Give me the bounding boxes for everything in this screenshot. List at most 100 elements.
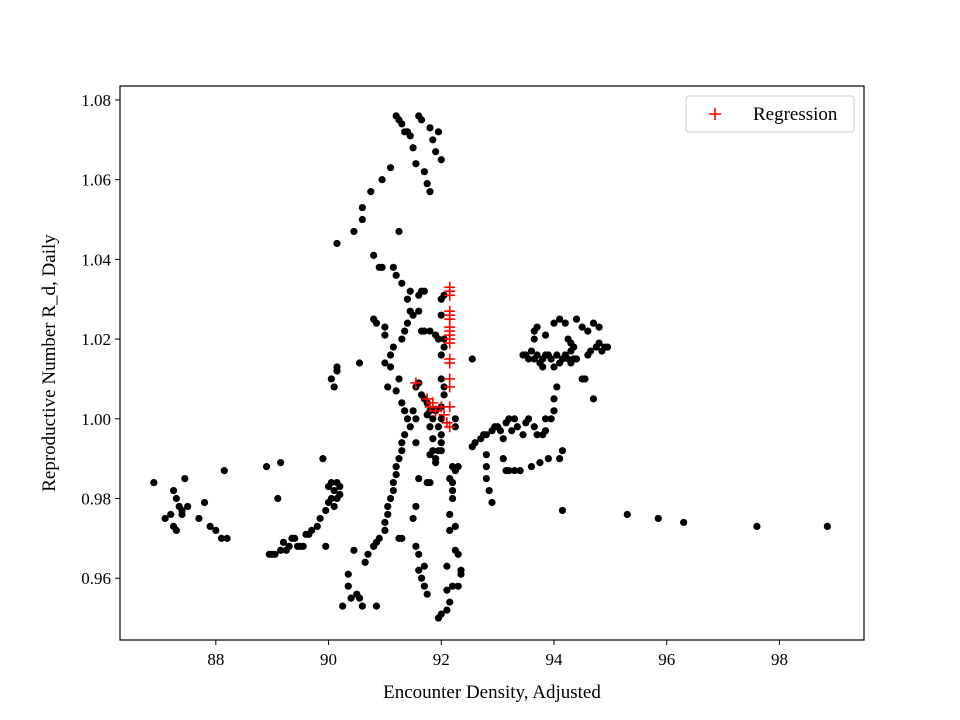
data-point (274, 494, 282, 503)
data-point (558, 506, 567, 515)
data-point (398, 447, 406, 455)
data-point (358, 602, 366, 610)
data-point (412, 160, 420, 168)
y-tick-label: 0.96 (81, 569, 111, 588)
data-point (519, 431, 527, 439)
y-tick-label: 1.06 (81, 171, 111, 190)
data-point (505, 467, 513, 475)
data-point (406, 423, 414, 431)
data-point (437, 439, 445, 447)
data-point (409, 514, 417, 523)
data-point (561, 319, 569, 327)
data-point (339, 602, 347, 610)
regression-point (444, 305, 456, 317)
regression-point (430, 405, 442, 417)
data-point (409, 407, 417, 415)
data-point (423, 411, 431, 419)
data-point (220, 467, 228, 475)
regression-point (444, 353, 456, 365)
data-point (432, 459, 440, 467)
data-point (172, 494, 180, 503)
data-point (550, 319, 558, 327)
data-point (454, 550, 462, 558)
data-point (420, 327, 428, 335)
x-tick-label: 94 (546, 650, 564, 669)
data-point (448, 486, 457, 495)
data-point (398, 279, 406, 287)
data-point (330, 486, 338, 495)
data-point (381, 331, 389, 339)
data-point (558, 447, 567, 455)
x-tick-label: 90 (320, 650, 337, 669)
data-point (361, 558, 369, 566)
data-point (223, 534, 231, 542)
data-point (505, 415, 513, 423)
data-point (395, 227, 403, 236)
data-point (420, 168, 428, 176)
data-point (426, 124, 434, 132)
data-point (358, 203, 366, 212)
data-point (451, 415, 459, 423)
data-point (384, 383, 392, 391)
data-point (426, 327, 434, 335)
data-point (440, 343, 448, 351)
data-point (432, 148, 440, 156)
legend-label-regression: Regression (753, 104, 838, 125)
data-point (440, 291, 448, 299)
data-point (178, 510, 186, 519)
regression-point (410, 377, 422, 389)
data-point (181, 474, 189, 483)
data-point (347, 594, 355, 602)
data-point (525, 355, 533, 363)
data-point (167, 510, 175, 519)
data-point (482, 431, 490, 439)
data-point (409, 144, 417, 152)
data-point (426, 423, 434, 431)
data-point (510, 415, 519, 423)
x-tick-label: 98 (771, 650, 788, 669)
data-point (206, 522, 214, 531)
data-point (403, 319, 412, 327)
data-point (403, 415, 412, 423)
data-point (327, 375, 335, 383)
y-tick-label: 1.08 (81, 91, 111, 110)
data-point (409, 311, 417, 319)
data-point (437, 375, 445, 383)
plot-frame (119, 85, 865, 641)
data-point (355, 359, 364, 367)
data-point (330, 502, 338, 511)
data-point (401, 431, 409, 439)
data-point (595, 323, 603, 331)
data-point (200, 498, 209, 507)
data-point (446, 526, 454, 534)
data-point (448, 582, 457, 590)
data-point (544, 455, 552, 463)
data-point (488, 498, 496, 507)
data-point (330, 383, 338, 391)
x-tick-label: 92 (433, 650, 450, 669)
data-point (386, 351, 395, 359)
data-point (448, 478, 457, 487)
data-point (471, 439, 479, 447)
data-point (440, 383, 448, 391)
data-point (344, 570, 352, 578)
data-point (468, 355, 476, 363)
data-point (541, 331, 550, 339)
data-point (392, 387, 400, 395)
data-point (541, 427, 550, 435)
data-point (398, 335, 406, 343)
data-point (398, 399, 406, 407)
regression-point (444, 281, 456, 293)
data-point (327, 478, 335, 487)
data-point (372, 602, 381, 610)
data-point (389, 486, 397, 495)
y-tick-label: 1.04 (81, 250, 111, 269)
regression-point (421, 393, 433, 405)
data-point (513, 423, 521, 431)
data-point (446, 598, 454, 606)
data-point (319, 455, 327, 463)
data-point (572, 355, 581, 363)
data-point (355, 594, 364, 602)
data-point (443, 586, 451, 594)
data-point (485, 486, 493, 495)
